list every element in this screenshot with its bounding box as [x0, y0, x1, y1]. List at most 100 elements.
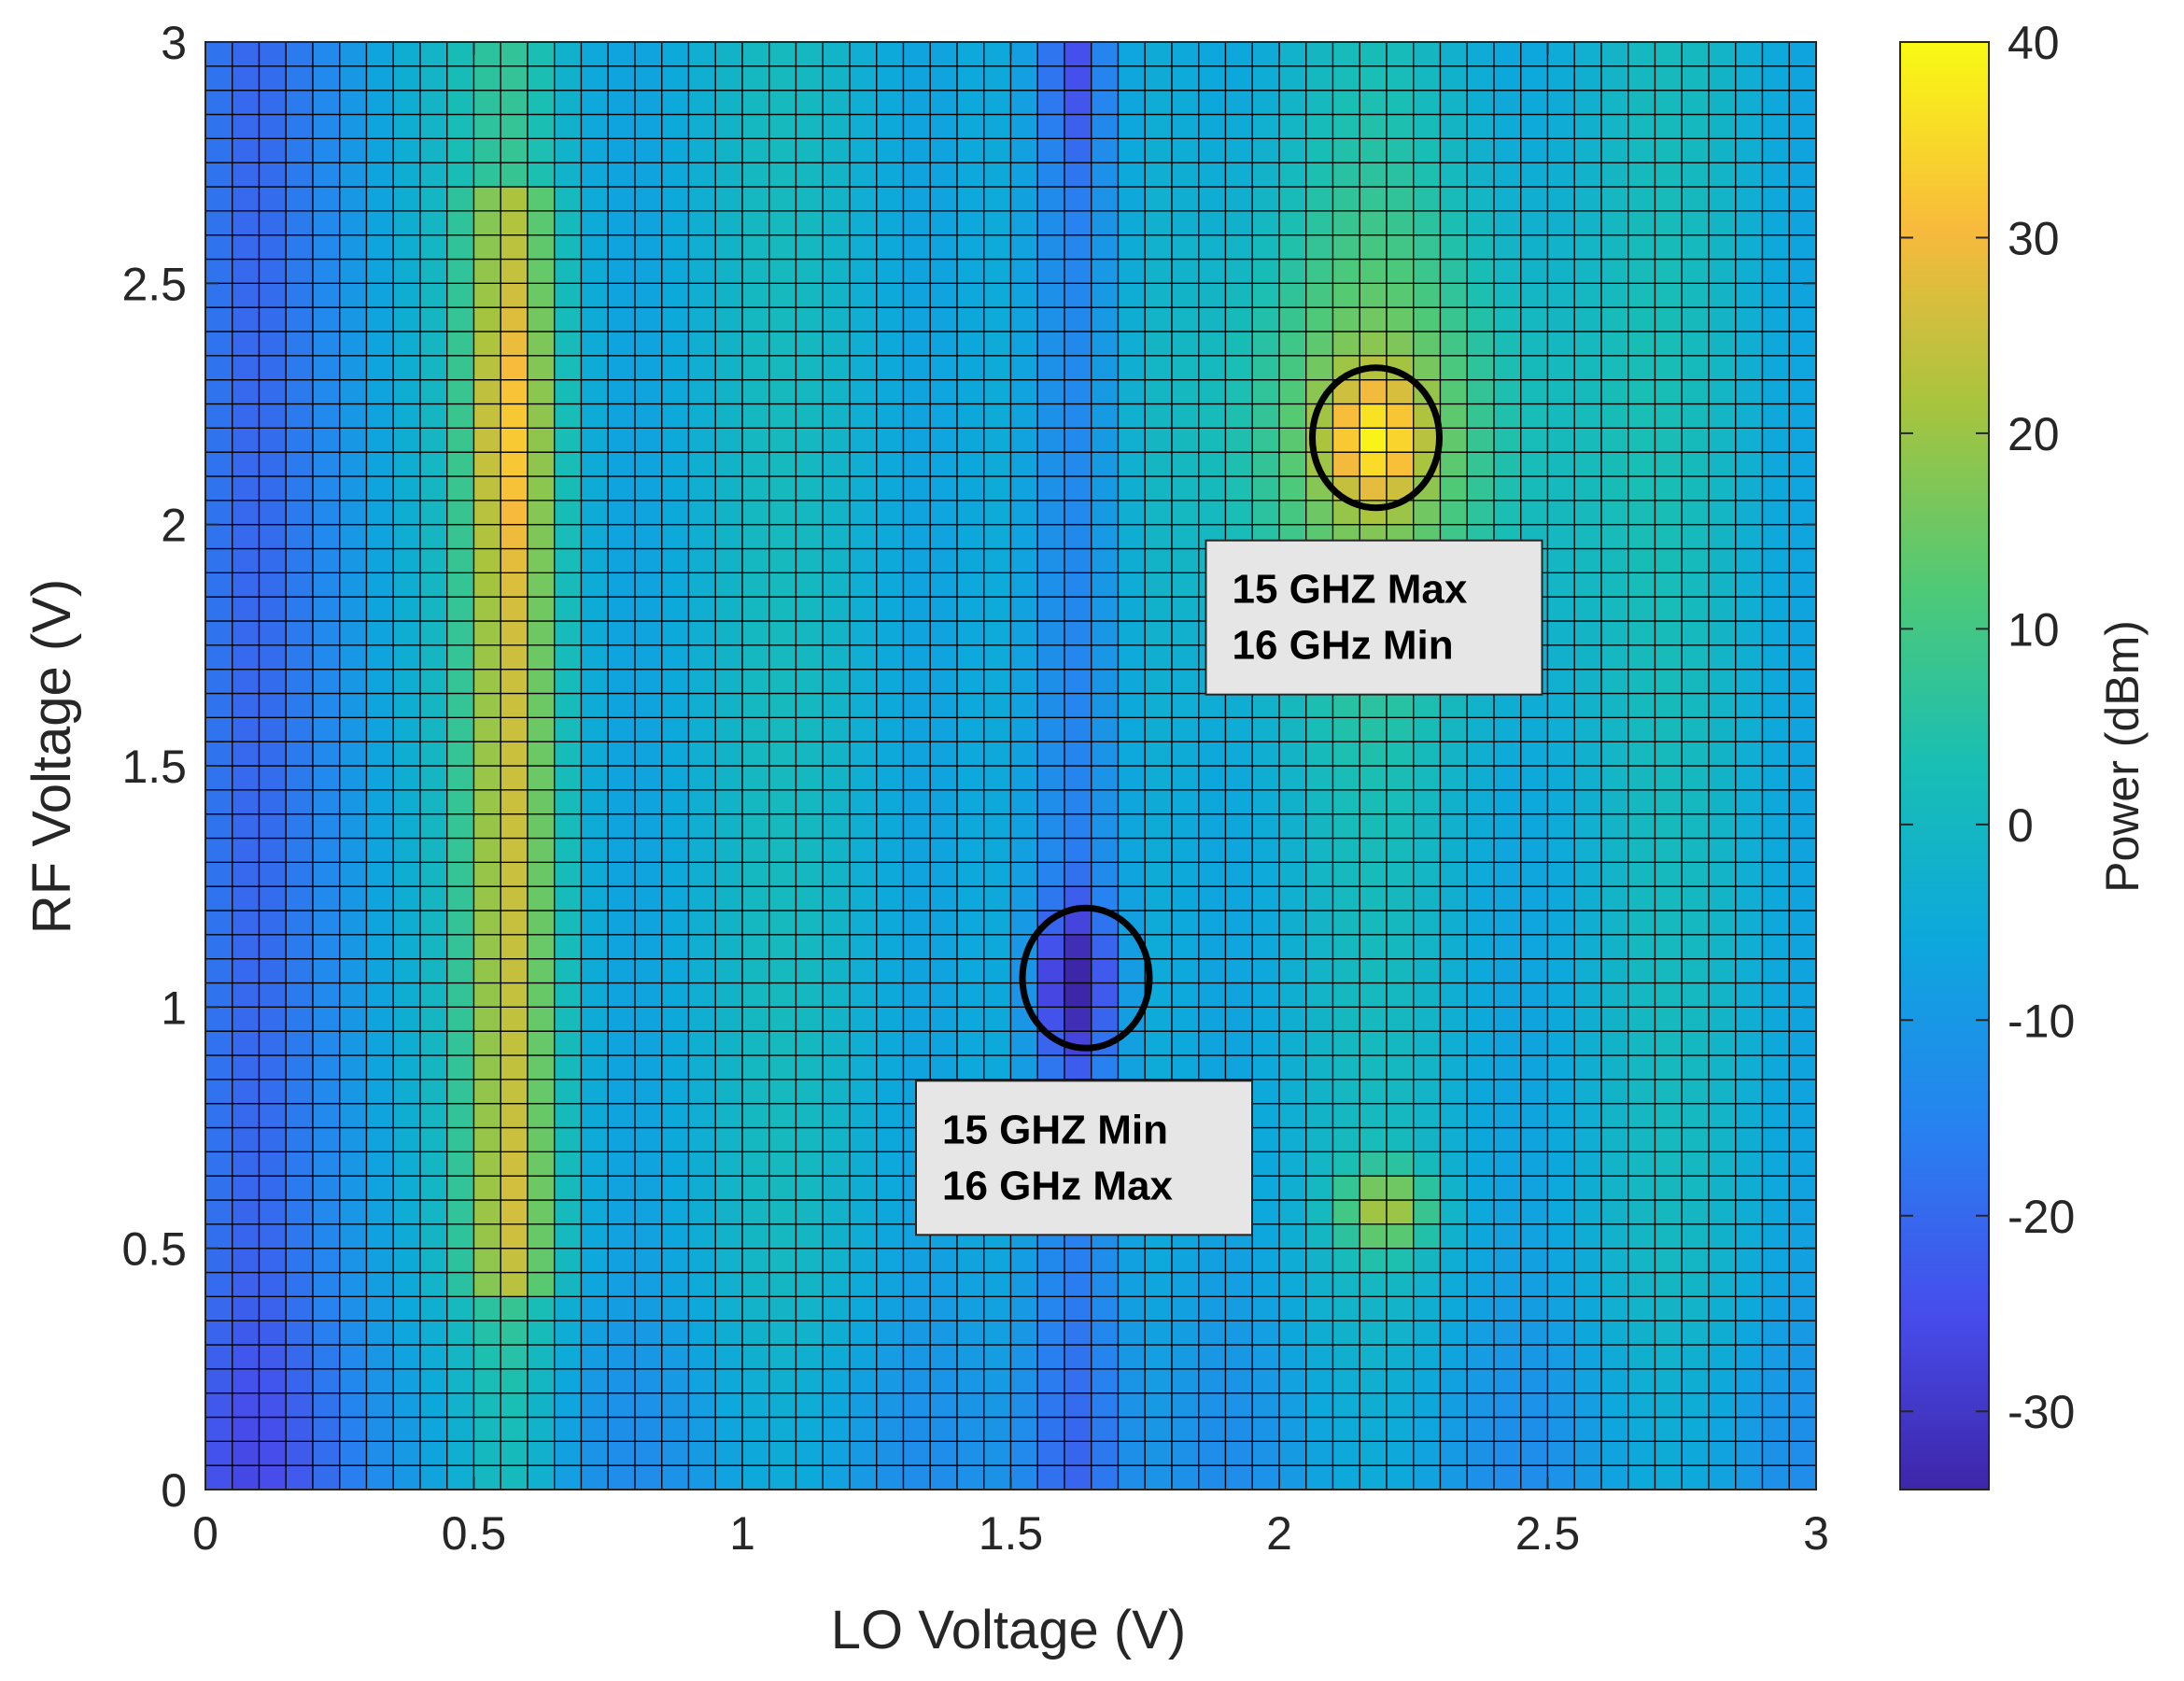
- heatmap-cell: [204, 451, 233, 477]
- heatmap-cell: [1251, 1271, 1280, 1297]
- heatmap-cell: [768, 716, 797, 742]
- heatmap-cell: [232, 885, 261, 911]
- heatmap-cell: [1681, 41, 1710, 67]
- heatmap-cell: [392, 379, 421, 405]
- heatmap-cell: [795, 1103, 824, 1129]
- heatmap-cell: [687, 1126, 716, 1152]
- heatmap-cell: [768, 813, 797, 840]
- heatmap-cell: [1708, 1368, 1737, 1394]
- heatmap-cell: [634, 1295, 663, 1321]
- heatmap-cell: [1439, 1054, 1468, 1081]
- heatmap-cell: [1654, 1030, 1683, 1056]
- heatmap-cell: [1171, 186, 1200, 212]
- heatmap-cell: [822, 475, 851, 501]
- heatmap-cell: [1708, 403, 1737, 429]
- heatmap-cell: [554, 1248, 583, 1274]
- heatmap-cell: [419, 234, 448, 261]
- heatmap-cell: [607, 306, 636, 332]
- heatmap-cell: [1278, 427, 1307, 453]
- heatmap-cell: [1708, 1175, 1737, 1201]
- heatmap-cell: [232, 861, 261, 887]
- heatmap-cell: [392, 644, 421, 671]
- heatmap-cell: [312, 861, 341, 887]
- heatmap-cell: [741, 451, 770, 477]
- heatmap-cell: [232, 1126, 261, 1152]
- heatmap-cell: [1573, 861, 1602, 887]
- heatmap-cell: [1600, 355, 1629, 381]
- heatmap-cell: [446, 669, 475, 695]
- heatmap-cell: [1278, 885, 1307, 911]
- heatmap-cell: [1386, 789, 1415, 815]
- heatmap-cell: [983, 41, 1012, 67]
- heatmap-cell: [983, 451, 1012, 477]
- heatmap-cell: [741, 113, 770, 139]
- heatmap-cell: [661, 162, 690, 188]
- heatmap-cell: [661, 958, 690, 984]
- heatmap-cell: [1332, 1320, 1360, 1346]
- heatmap-cell: [500, 1054, 528, 1081]
- heatmap-cell: [1009, 162, 1038, 188]
- heatmap-cell: [1439, 741, 1468, 767]
- heatmap-cell: [1788, 1006, 1817, 1032]
- heatmap-cell: [1573, 934, 1602, 960]
- heatmap-cell: [527, 861, 556, 887]
- heatmap-cell: [1735, 741, 1764, 767]
- heatmap-cell: [1600, 1223, 1629, 1250]
- heatmap-cell: [768, 885, 797, 911]
- heatmap-cell: [1654, 355, 1683, 381]
- heatmap-cell: [1735, 1199, 1764, 1225]
- heatmap-cell: [1036, 1368, 1065, 1394]
- heatmap-cell: [554, 1320, 583, 1346]
- heatmap-cell: [1735, 1271, 1764, 1297]
- heatmap-cell: [929, 162, 958, 188]
- heatmap-cell: [795, 1151, 824, 1177]
- heatmap-cell: [929, 113, 958, 139]
- heatmap-cell: [285, 620, 314, 646]
- heatmap-cell: [1251, 210, 1280, 236]
- heatmap-cell: [1654, 234, 1683, 261]
- heatmap-cell: [1091, 186, 1120, 212]
- heatmap-cell: [1627, 137, 1656, 163]
- heatmap-cell: [1009, 306, 1038, 332]
- heatmap-cell: [1681, 716, 1710, 742]
- heatmap-cell: [1009, 210, 1038, 236]
- heatmap-cell: [554, 1054, 583, 1081]
- heatmap-cell: [822, 1392, 851, 1419]
- heatmap-cell: [1573, 572, 1602, 598]
- heatmap-cell: [1520, 1030, 1549, 1056]
- colorbar-tick-label: 40: [2008, 17, 2060, 69]
- heatmap-cell: [1224, 1271, 1253, 1297]
- heatmap-cell: [472, 1126, 501, 1152]
- heatmap-cell: [1117, 331, 1146, 357]
- heatmap-cell: [687, 716, 716, 742]
- heatmap-cell: [1761, 861, 1790, 887]
- heatmap-cell: [876, 596, 905, 622]
- heatmap-cell: [822, 1054, 851, 1081]
- heatmap-cell: [1788, 162, 1817, 188]
- heatmap-cell: [204, 210, 233, 236]
- heatmap-cell: [876, 1103, 905, 1129]
- heatmap-cell: [472, 885, 501, 911]
- heatmap-cell: [1627, 306, 1656, 332]
- heatmap-cell: [687, 861, 716, 887]
- heatmap-cell: [1654, 90, 1683, 116]
- heatmap-cell: [419, 669, 448, 695]
- heatmap-cell: [1386, 934, 1415, 960]
- heatmap-cell: [1788, 1368, 1817, 1394]
- heatmap-cell: [822, 885, 851, 911]
- heatmap-cell: [339, 644, 368, 671]
- heatmap-cell: [714, 547, 743, 573]
- heatmap-cell: [1735, 596, 1764, 622]
- heatmap-cell: [1278, 741, 1307, 767]
- heatmap-cell: [1546, 379, 1575, 405]
- heatmap-cell: [929, 451, 958, 477]
- heatmap-cell: [1359, 1175, 1388, 1201]
- heatmap-cell: [1386, 306, 1415, 332]
- heatmap-cell: [795, 403, 824, 429]
- heatmap-cell: [1520, 910, 1549, 936]
- heatmap-cell: [1735, 572, 1764, 598]
- heatmap-cell: [554, 331, 583, 357]
- heatmap-cell: [1654, 837, 1683, 863]
- heatmap-cell: [1466, 355, 1495, 381]
- heatmap-cell: [1305, 258, 1334, 284]
